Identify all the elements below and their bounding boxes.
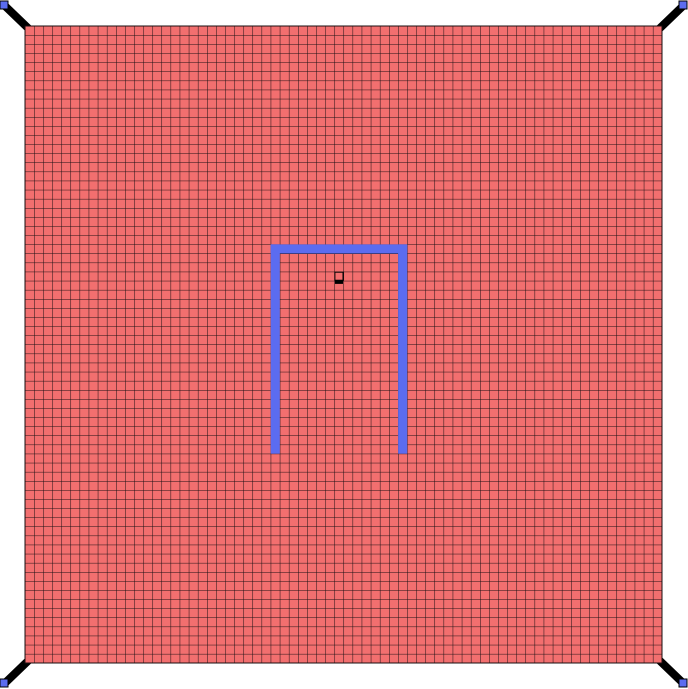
player-body [334, 271, 344, 281]
player-base [334, 279, 343, 284]
corner-handle-tip [0, 678, 9, 688]
walls [270, 244, 408, 454]
player-token[interactable] [334, 271, 344, 284]
wall-top [270, 244, 408, 254]
corner-handle-tip [0, 0, 9, 10]
wall-right [398, 244, 408, 454]
game-board-grid[interactable] [24, 25, 663, 664]
corner-handle-tip [678, 0, 688, 10]
wall-left [270, 244, 280, 454]
corner-handle-tip [678, 678, 688, 688]
